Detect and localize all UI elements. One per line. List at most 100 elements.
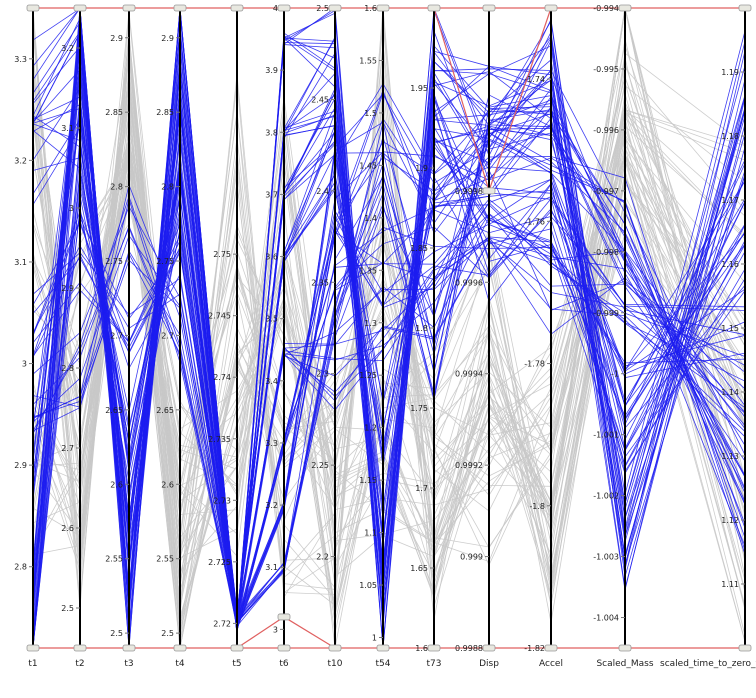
tick-label: 2.3 xyxy=(316,370,329,379)
tick-label: 2.65 xyxy=(105,406,123,415)
tick-label: -0.996 xyxy=(593,126,619,135)
tick-label: 3.4 xyxy=(265,377,278,386)
tick-label: 1.4 xyxy=(364,214,377,223)
axis-label: t54 xyxy=(376,659,391,669)
tick-label: 1.11 xyxy=(721,580,739,589)
axis-handle[interactable] xyxy=(73,644,87,652)
axis-handle[interactable] xyxy=(328,4,342,12)
axis-handle[interactable] xyxy=(230,4,244,12)
tick-label: 2.9 xyxy=(161,34,174,43)
tick-label: 1.18 xyxy=(721,132,739,141)
axis-handle[interactable] xyxy=(618,644,632,652)
tick-label: 3.8 xyxy=(265,128,278,137)
tick-label: 1.7 xyxy=(415,484,428,493)
axis-label: t1 xyxy=(28,659,37,669)
tick-label: 1.05 xyxy=(359,581,377,590)
tick-label: -0.999 xyxy=(593,309,619,318)
tick-label: 1.19 xyxy=(721,68,739,77)
tick-label: 1.9 xyxy=(415,164,428,173)
axis-handle[interactable] xyxy=(482,4,496,12)
axis-label: Scaled_Mass xyxy=(596,659,653,669)
tick-label: -0.998 xyxy=(593,248,619,257)
axis-handle[interactable] xyxy=(482,644,496,652)
tick-label: 1.5 xyxy=(364,109,377,118)
tick-label: 2.7 xyxy=(61,444,74,453)
tick-label: 2.74 xyxy=(213,373,231,382)
axis-handle[interactable] xyxy=(73,4,87,12)
tick-label: 1.6 xyxy=(364,4,377,13)
tick-label: -1.76 xyxy=(524,217,545,226)
axis-handle[interactable] xyxy=(26,644,40,652)
tick-label: 2.8 xyxy=(110,183,123,192)
axis-handle[interactable] xyxy=(738,644,752,652)
tick-label: 3.9 xyxy=(265,66,278,75)
tick-label: 2.72 xyxy=(213,619,231,628)
axis-handle[interactable] xyxy=(26,4,40,12)
tick-label: 3 xyxy=(22,360,27,369)
tick-label: 3.5 xyxy=(265,315,278,324)
axis-handle[interactable] xyxy=(173,4,187,12)
tick-label: 2.9 xyxy=(14,461,27,470)
tick-label: -1.003 xyxy=(593,553,619,562)
axis-handle[interactable] xyxy=(328,644,342,652)
brush-bracket-line xyxy=(283,616,336,649)
axis-label: t4 xyxy=(175,659,185,669)
tick-label: 3.7 xyxy=(265,190,278,199)
tick-label: 1.1 xyxy=(364,529,377,538)
axis-handle[interactable] xyxy=(544,4,558,12)
tick-label: 2.55 xyxy=(156,555,174,564)
axis-label: t6 xyxy=(279,659,289,669)
tick-label: 2.5 xyxy=(316,4,329,13)
tick-label: 3.2 xyxy=(265,501,278,510)
axis-label: t10 xyxy=(328,659,343,669)
axis-handle[interactable] xyxy=(738,4,752,12)
tick-label: 3.2 xyxy=(61,44,74,53)
tick-label: 3.6 xyxy=(265,253,278,262)
tick-label: -1.8 xyxy=(529,502,545,511)
axis-handle[interactable] xyxy=(376,644,390,652)
axis-handle[interactable] xyxy=(544,644,558,652)
tick-label: 1.12 xyxy=(721,516,739,525)
brush-handle[interactable] xyxy=(482,187,496,195)
tick-label: 2.745 xyxy=(208,312,231,321)
tick-label: 2.73 xyxy=(213,496,231,505)
tick-label: 0.9994 xyxy=(455,370,483,379)
tick-label: 3 xyxy=(273,625,278,634)
tick-label: 2.9 xyxy=(61,284,74,293)
tick-label: 2.6 xyxy=(110,480,123,489)
tick-label: -1.004 xyxy=(593,614,619,623)
tick-label: 3.2 xyxy=(14,156,27,165)
tick-label: 2.4 xyxy=(316,187,329,196)
axis-handle[interactable] xyxy=(427,644,441,652)
axis-handle[interactable] xyxy=(618,4,632,12)
axis-handle[interactable] xyxy=(122,4,136,12)
tick-label: 1.25 xyxy=(359,371,377,380)
axis-handle[interactable] xyxy=(376,4,390,12)
brush-bracket-line xyxy=(433,7,490,192)
axis-label: t73 xyxy=(427,659,442,669)
tick-label: 2.7 xyxy=(161,331,174,340)
tick-label: 1 xyxy=(372,634,377,643)
axis-handle[interactable] xyxy=(277,4,291,12)
tick-label: 2.5 xyxy=(110,629,123,638)
brush-handle[interactable] xyxy=(277,613,291,621)
axis-handle[interactable] xyxy=(427,4,441,12)
tick-label: 1.6 xyxy=(415,644,428,653)
tick-label: 0.9998 xyxy=(455,187,483,196)
axis-handle[interactable] xyxy=(173,644,187,652)
tick-label: 1.2 xyxy=(364,424,377,433)
tick-label: 2.25 xyxy=(311,461,329,470)
tick-label: 2.35 xyxy=(311,278,329,287)
tick-label: 1.13 xyxy=(721,452,739,461)
tick-label: -0.995 xyxy=(593,65,619,74)
tick-label: 1.75 xyxy=(410,404,428,413)
tick-label: 2.8 xyxy=(61,364,74,373)
tick-label: 1.45 xyxy=(359,161,377,170)
tick-label: 3.3 xyxy=(14,55,27,64)
tick-label: -0.997 xyxy=(593,187,619,196)
axis-handle[interactable] xyxy=(122,644,136,652)
axis-handle[interactable] xyxy=(277,644,291,652)
axis-handle[interactable] xyxy=(230,644,244,652)
tick-label: 1.17 xyxy=(721,196,739,205)
